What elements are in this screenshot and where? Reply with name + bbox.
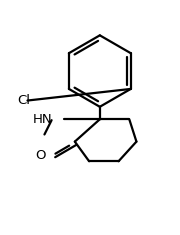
Text: HN: HN <box>33 113 53 126</box>
Text: Cl: Cl <box>18 94 31 107</box>
Text: O: O <box>36 149 46 161</box>
